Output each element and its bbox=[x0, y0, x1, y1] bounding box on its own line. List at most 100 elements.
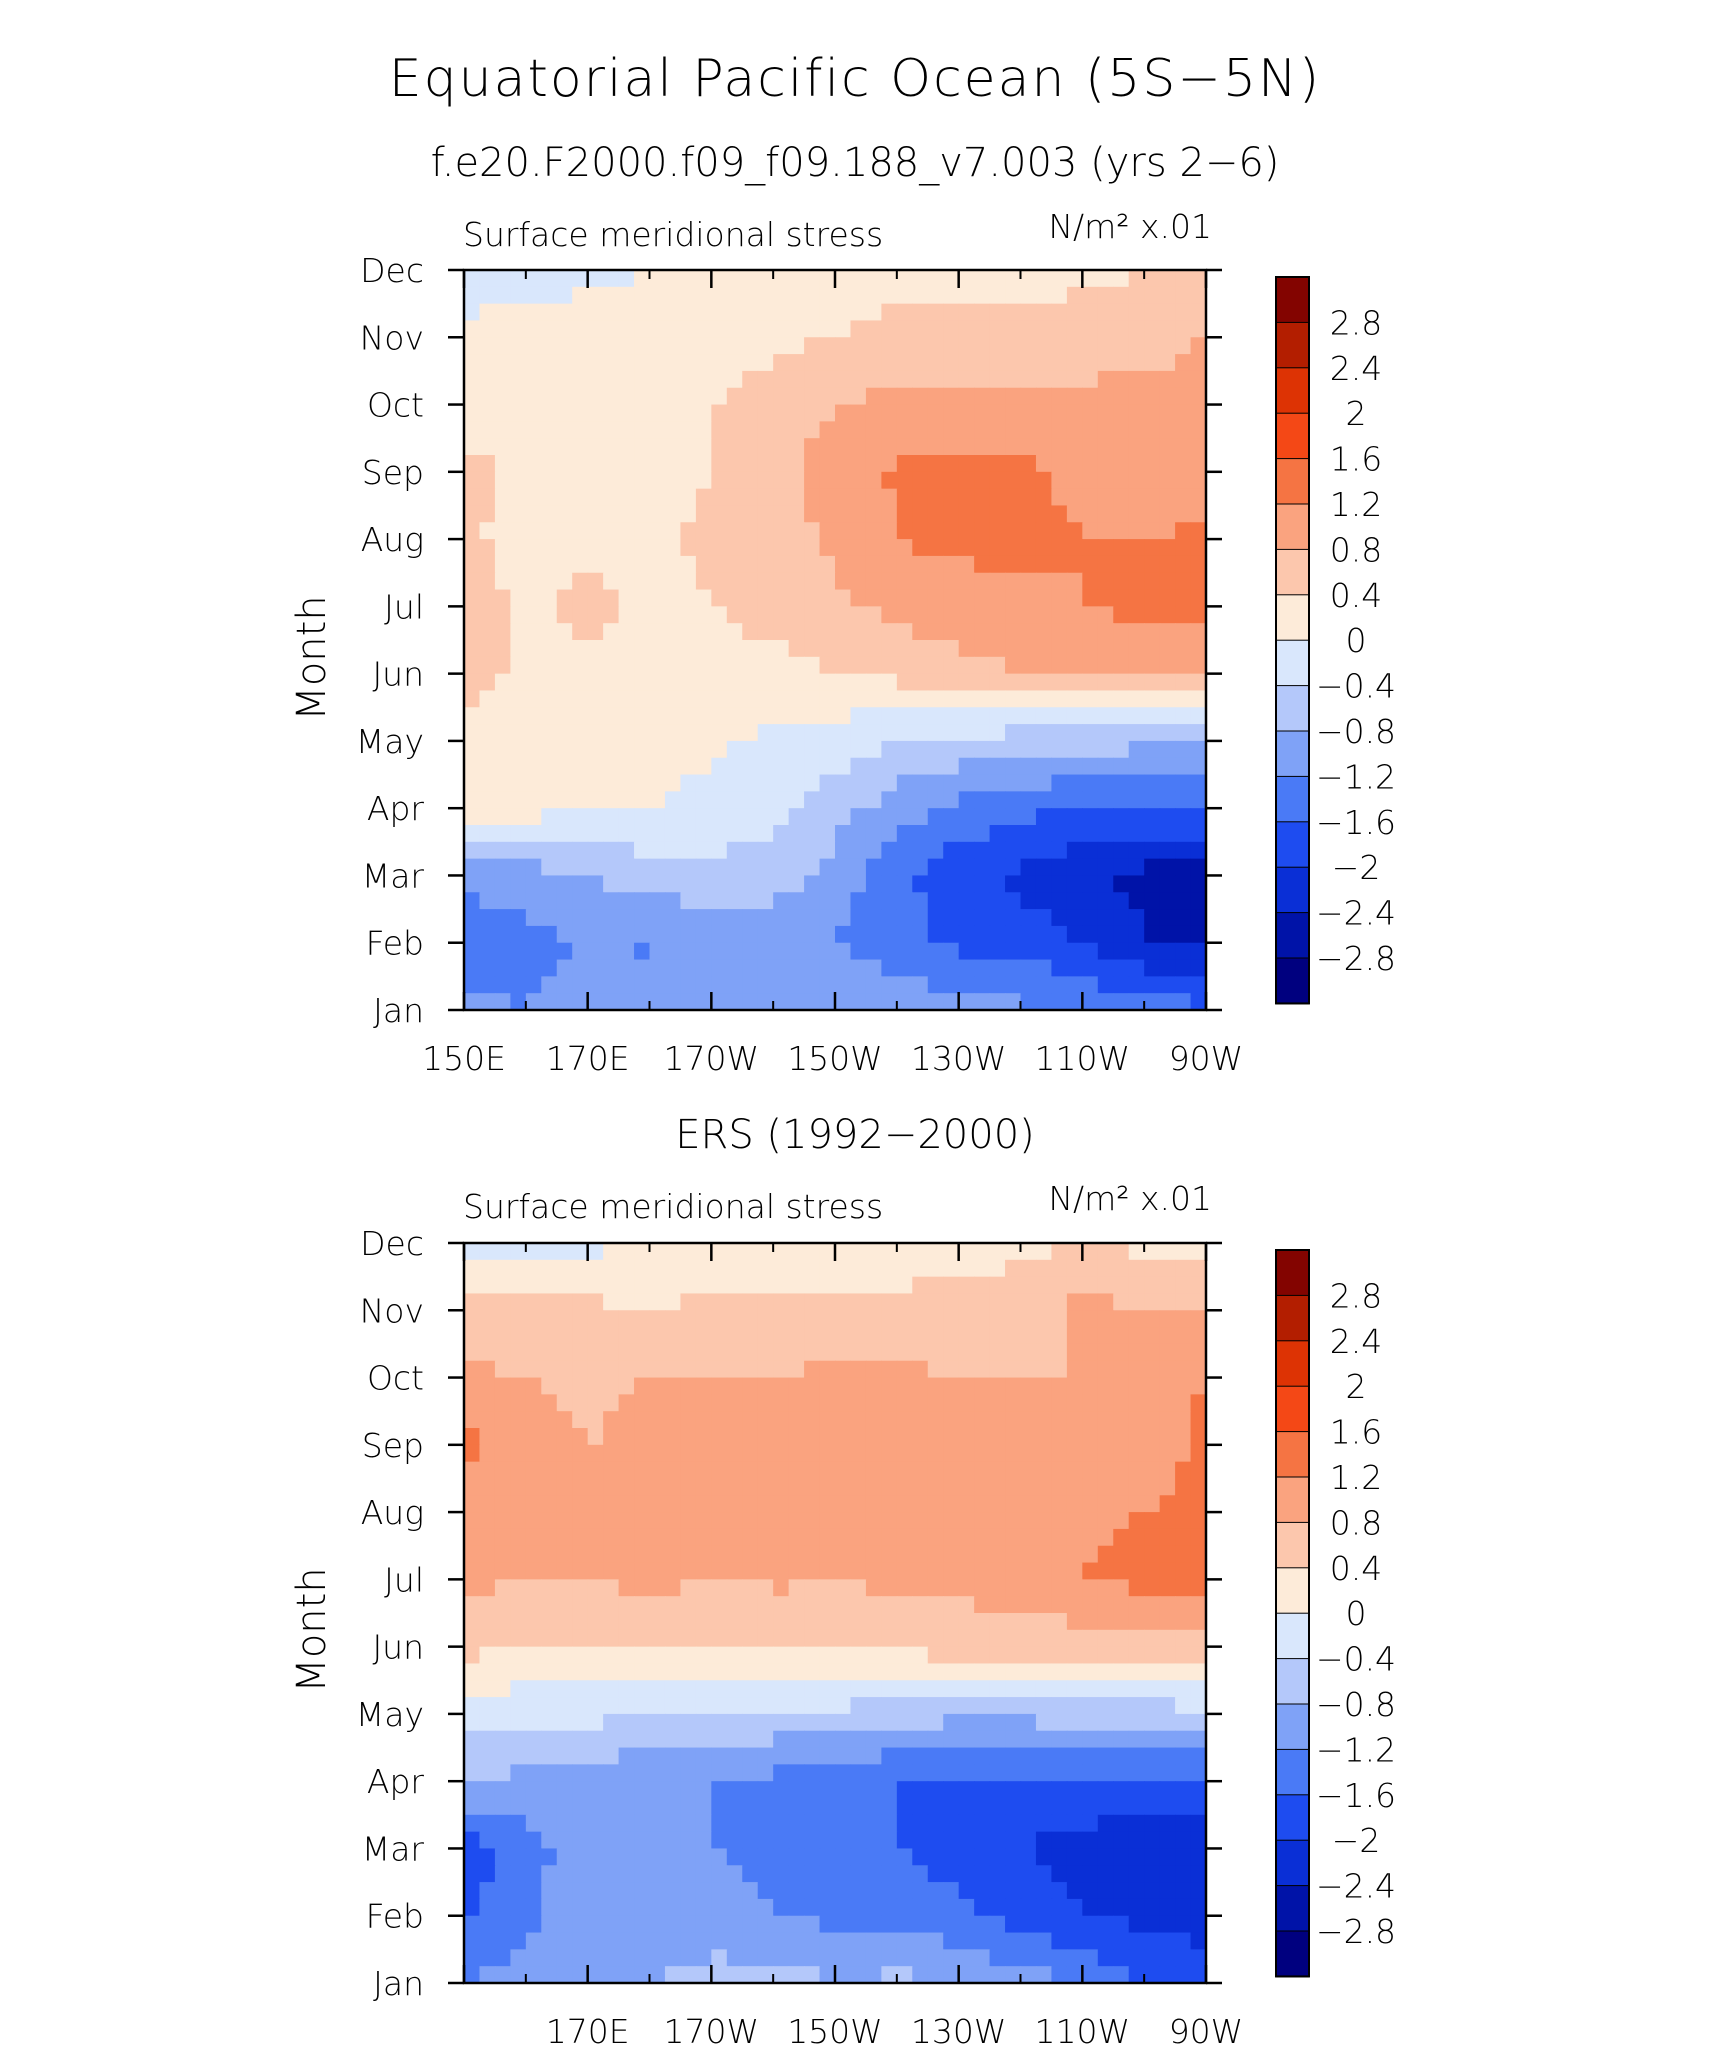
heatmap-cell bbox=[695, 1697, 712, 1715]
heatmap-cell bbox=[835, 1932, 852, 1950]
heatmap-cell bbox=[912, 1798, 929, 1816]
heatmap-cell bbox=[912, 959, 929, 977]
heatmap-cell bbox=[943, 656, 960, 675]
heatmap-cell bbox=[494, 589, 511, 607]
heatmap-cell bbox=[927, 589, 944, 607]
heatmap-cell bbox=[680, 656, 697, 675]
heatmap-cell bbox=[711, 1461, 728, 1480]
heatmap-cell bbox=[587, 572, 604, 591]
heatmap-cell bbox=[711, 488, 728, 507]
heatmap-cell bbox=[1035, 841, 1053, 860]
heatmap-cell bbox=[494, 1915, 511, 1934]
heatmap-cell bbox=[556, 1629, 573, 1648]
heatmap-cell bbox=[649, 1276, 666, 1295]
heatmap-cell bbox=[865, 404, 882, 422]
heatmap-cell bbox=[1159, 1461, 1176, 1480]
heatmap-cell bbox=[634, 1713, 651, 1732]
heatmap-cell bbox=[788, 1730, 805, 1749]
heatmap-cell bbox=[912, 656, 929, 675]
heatmap-cell bbox=[664, 270, 682, 288]
heatmap-cell bbox=[494, 1730, 511, 1749]
heatmap-cell bbox=[1020, 522, 1037, 540]
heatmap-cell bbox=[726, 1394, 743, 1412]
heatmap-cell bbox=[927, 909, 944, 927]
heatmap-cell bbox=[835, 1528, 852, 1547]
heatmap-cell bbox=[788, 1596, 805, 1614]
heatmap-cell bbox=[881, 1713, 898, 1732]
heatmap-cell bbox=[1020, 673, 1037, 692]
heatmap-cell bbox=[850, 942, 867, 961]
heatmap-cell bbox=[788, 539, 805, 557]
heatmap-cell bbox=[1051, 1646, 1068, 1665]
heatmap-cell bbox=[1097, 909, 1114, 927]
heatmap-cell bbox=[1175, 1865, 1192, 1883]
heatmap-cell bbox=[1066, 640, 1083, 658]
heatmap-cell bbox=[788, 370, 805, 389]
heatmap-cell bbox=[804, 690, 821, 708]
heatmap-cell bbox=[1175, 623, 1192, 641]
heatmap-cell bbox=[680, 1512, 697, 1530]
heatmap-cell bbox=[464, 1411, 481, 1429]
heatmap-cell bbox=[912, 1259, 929, 1278]
x-tick-label: 130W bbox=[911, 2012, 1007, 2051]
heatmap-cell bbox=[618, 1478, 635, 1496]
heatmap-cell bbox=[1159, 673, 1176, 692]
heatmap-cell bbox=[525, 1898, 542, 1917]
heatmap-cell bbox=[1066, 1360, 1083, 1379]
heatmap-cell bbox=[464, 1730, 481, 1749]
heatmap-cell bbox=[664, 808, 682, 826]
heatmap-cell bbox=[927, 1764, 944, 1782]
heatmap-cell bbox=[603, 1915, 620, 1934]
heatmap-cell bbox=[603, 1781, 620, 1799]
heatmap-cell bbox=[1051, 1898, 1068, 1917]
heatmap-cell bbox=[479, 1478, 496, 1496]
heatmap-cell bbox=[494, 572, 511, 591]
heatmap-cell bbox=[634, 320, 651, 338]
heatmap-cell bbox=[1144, 740, 1161, 759]
y-tick-label: Apr bbox=[367, 1762, 425, 1801]
heatmap-cell bbox=[835, 858, 852, 877]
heatmap-cell bbox=[541, 1629, 558, 1648]
heatmap-cell bbox=[695, 1293, 712, 1311]
heatmap-cell bbox=[989, 623, 1006, 641]
heatmap-cell bbox=[1020, 421, 1037, 439]
heatmap-cell bbox=[1113, 1461, 1130, 1480]
heatmap-cell bbox=[1005, 673, 1022, 692]
heatmap-cell bbox=[757, 1730, 774, 1749]
heatmap-cell bbox=[572, 858, 589, 877]
heatmap-cell bbox=[742, 488, 759, 507]
heatmap-cell bbox=[927, 925, 944, 944]
heatmap-cell bbox=[525, 1360, 542, 1379]
heatmap-cell bbox=[680, 1259, 697, 1278]
heatmap-cell bbox=[664, 1596, 682, 1614]
heatmap-cell bbox=[742, 354, 759, 372]
heatmap-cell bbox=[1190, 1781, 1207, 1799]
heatmap-cell bbox=[819, 1680, 836, 1698]
heatmap-cell bbox=[958, 623, 975, 641]
heatmap-cell bbox=[1051, 1360, 1068, 1379]
heatmap-cell bbox=[1097, 337, 1114, 355]
heatmap-cell bbox=[773, 1478, 790, 1496]
heatmap-cell bbox=[1097, 875, 1114, 893]
heatmap-cell bbox=[664, 976, 682, 994]
heatmap-cell bbox=[1066, 270, 1083, 288]
heatmap-cell bbox=[927, 320, 944, 338]
heatmap-cell bbox=[773, 589, 790, 607]
heatmap-cell bbox=[649, 757, 666, 776]
heatmap-cell bbox=[1020, 1495, 1037, 1513]
heatmap-cell bbox=[1159, 589, 1176, 607]
heatmap-cell bbox=[603, 539, 620, 557]
heatmap-cell bbox=[974, 337, 991, 355]
heatmap-cell bbox=[479, 370, 496, 389]
heatmap-cell bbox=[634, 1730, 651, 1749]
heatmap-cell bbox=[819, 656, 836, 675]
heatmap-cell bbox=[1066, 690, 1083, 708]
heatmap-cell bbox=[1005, 942, 1022, 961]
heatmap-cell bbox=[850, 959, 867, 977]
heatmap-cell bbox=[587, 1276, 604, 1295]
heatmap-cell bbox=[1035, 1865, 1053, 1883]
heatmap-cell bbox=[711, 471, 728, 490]
heatmap-cell bbox=[695, 606, 712, 624]
heatmap-cell bbox=[850, 1629, 867, 1648]
heatmap-cell bbox=[927, 1545, 944, 1564]
